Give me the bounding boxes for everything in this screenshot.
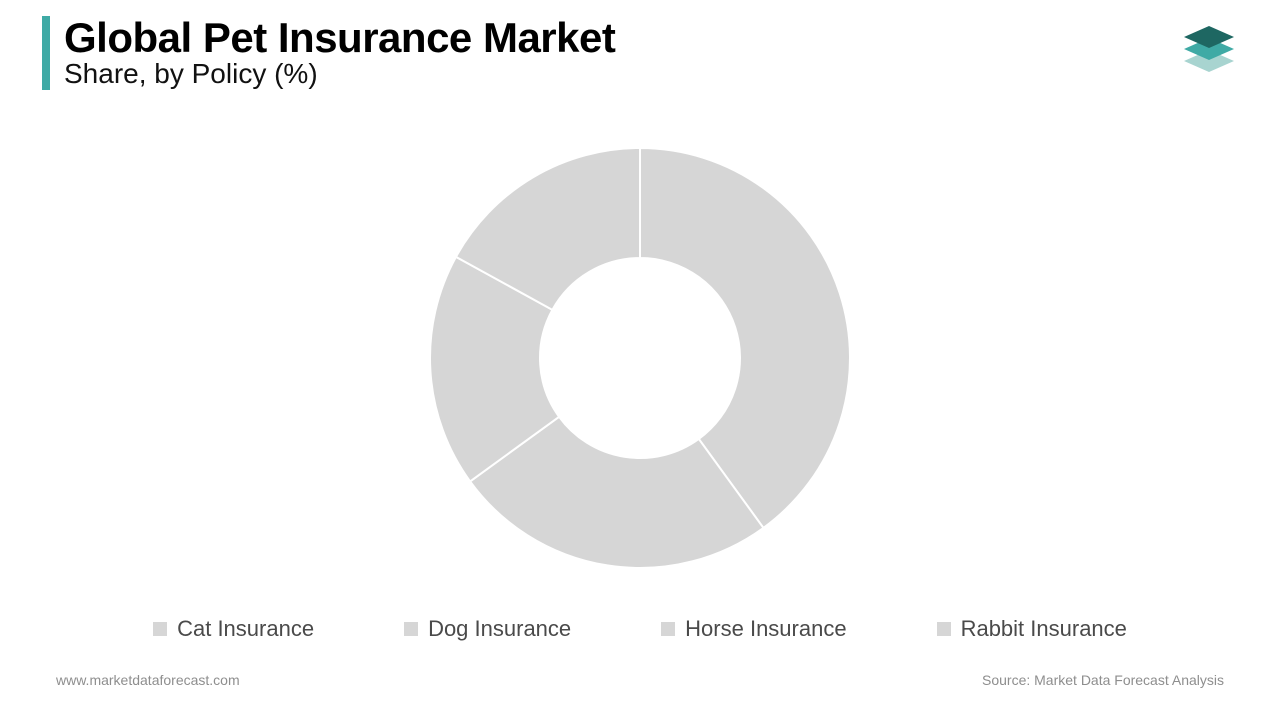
legend-item-rabbit: Rabbit Insurance <box>937 616 1127 642</box>
legend-item-cat: Cat Insurance <box>153 616 314 642</box>
legend: Cat Insurance Dog Insurance Horse Insura… <box>0 616 1280 642</box>
logo-icon <box>1174 18 1244 89</box>
footer-url: www.marketdataforecast.com <box>56 672 240 688</box>
legend-label: Rabbit Insurance <box>961 616 1127 642</box>
legend-label: Horse Insurance <box>685 616 846 642</box>
footer: www.marketdataforecast.com Source: Marke… <box>0 672 1280 688</box>
donut-chart <box>0 138 1280 578</box>
accent-bar <box>42 16 50 90</box>
legend-item-dog: Dog Insurance <box>404 616 571 642</box>
header: Global Pet Insurance Market Share, by Po… <box>42 16 615 90</box>
legend-item-horse: Horse Insurance <box>661 616 846 642</box>
square-icon <box>937 622 951 636</box>
square-icon <box>404 622 418 636</box>
page-title: Global Pet Insurance Market <box>64 16 615 60</box>
legend-label: Dog Insurance <box>428 616 571 642</box>
square-icon <box>661 622 675 636</box>
page-subtitle: Share, by Policy (%) <box>64 58 615 90</box>
legend-label: Cat Insurance <box>177 616 314 642</box>
page: Global Pet Insurance Market Share, by Po… <box>0 0 1280 720</box>
footer-source: Source: Market Data Forecast Analysis <box>982 672 1224 688</box>
donut-hole <box>540 258 740 458</box>
titles: Global Pet Insurance Market Share, by Po… <box>64 16 615 90</box>
square-icon <box>153 622 167 636</box>
